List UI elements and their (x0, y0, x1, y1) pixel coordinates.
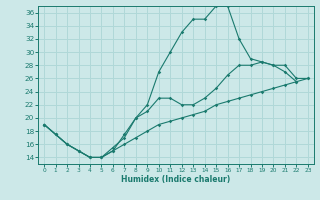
X-axis label: Humidex (Indice chaleur): Humidex (Indice chaleur) (121, 175, 231, 184)
